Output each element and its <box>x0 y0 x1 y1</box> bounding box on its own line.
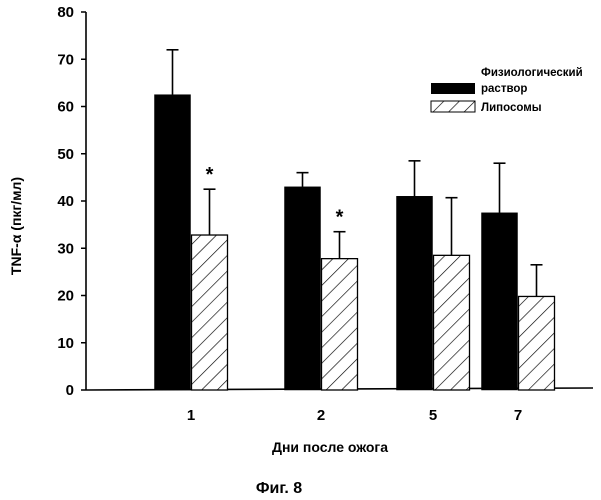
legend-label-saline-line2: раствор <box>481 83 527 95</box>
y-tick-label: 10 <box>57 335 74 352</box>
axes: 0 10 20 30 40 50 60 70 80 1 2 5 7 <box>57 4 594 424</box>
x-tick-label: 7 <box>514 407 522 424</box>
bars: ** <box>154 48 556 391</box>
figure-caption: Фиг. 8 <box>256 480 302 497</box>
y-tick-label: 80 <box>57 4 74 21</box>
significance-marker: * <box>336 207 344 229</box>
bar-saline <box>284 186 321 391</box>
bar-liposomes <box>517 295 556 391</box>
x-tick-label: 5 <box>429 407 437 424</box>
legend: Физиологический раствор Липосомы <box>430 67 583 114</box>
legend-swatch-saline <box>431 83 475 94</box>
y-tick-label: 20 <box>57 288 74 305</box>
bar-liposomes <box>190 234 229 391</box>
y-axis-title: TNF-α (пкг/мл) <box>8 177 24 275</box>
x-tick-label: 1 <box>187 407 195 424</box>
legend-label-saline: Физиологический <box>481 67 583 79</box>
y-tick-label: 40 <box>57 193 74 210</box>
bar-saline <box>154 94 191 391</box>
y-tick-label: 30 <box>57 240 74 257</box>
y-tick-label: 50 <box>57 146 74 163</box>
y-tick-label: 60 <box>57 99 74 116</box>
legend-label-liposomes: Липосомы <box>481 102 542 114</box>
legend-swatch-liposomes <box>430 100 476 113</box>
bar-liposomes <box>320 257 359 391</box>
y-tick-label: 70 <box>57 51 74 68</box>
bar-saline <box>481 212 518 391</box>
x-tick-label: 2 <box>317 407 325 424</box>
y-tick-label: 0 <box>66 382 74 399</box>
x-axis-title: Дни после ожога <box>272 439 388 455</box>
bar-liposomes <box>432 254 471 391</box>
bar-saline <box>396 196 433 391</box>
significance-marker: * <box>206 164 214 186</box>
